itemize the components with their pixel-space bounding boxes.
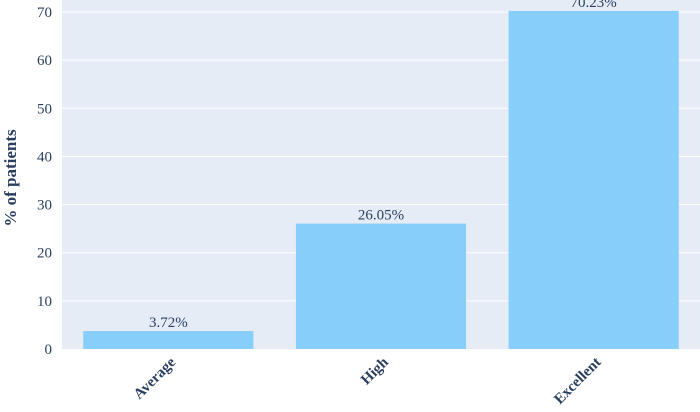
data-label-average: 3.72% — [149, 315, 188, 331]
data-labels: 3.72% 26.05% 70.23% — [149, 0, 617, 331]
bar-excellent — [508, 10, 679, 350]
y-tick-label: 0 — [45, 342, 53, 358]
y-tick-label: 30 — [37, 198, 52, 214]
bars — [83, 10, 679, 350]
y-tick-label: 70 — [37, 5, 52, 21]
y-tick-label: 20 — [37, 246, 52, 262]
data-label-high: 26.05% — [358, 208, 404, 224]
y-tick-label: 60 — [37, 53, 52, 69]
x-tick-label-excellent: Excellent — [551, 355, 604, 408]
y-tick-label: 10 — [37, 294, 52, 310]
x-axis-ticks: Average High Excellent — [131, 354, 605, 408]
y-axis-ticks: 0 10 20 30 40 50 60 70 — [37, 5, 52, 358]
y-tick-label: 50 — [37, 101, 52, 117]
x-tick-label-average: Average — [131, 354, 179, 402]
y-tick-label: 40 — [37, 149, 52, 165]
data-label-excellent: 70.23% — [571, 0, 617, 11]
bar-high — [295, 223, 467, 349]
x-tick-label-high: High — [358, 354, 392, 388]
y-axis-title: % of patients — [1, 129, 20, 227]
bar-average — [83, 331, 254, 349]
